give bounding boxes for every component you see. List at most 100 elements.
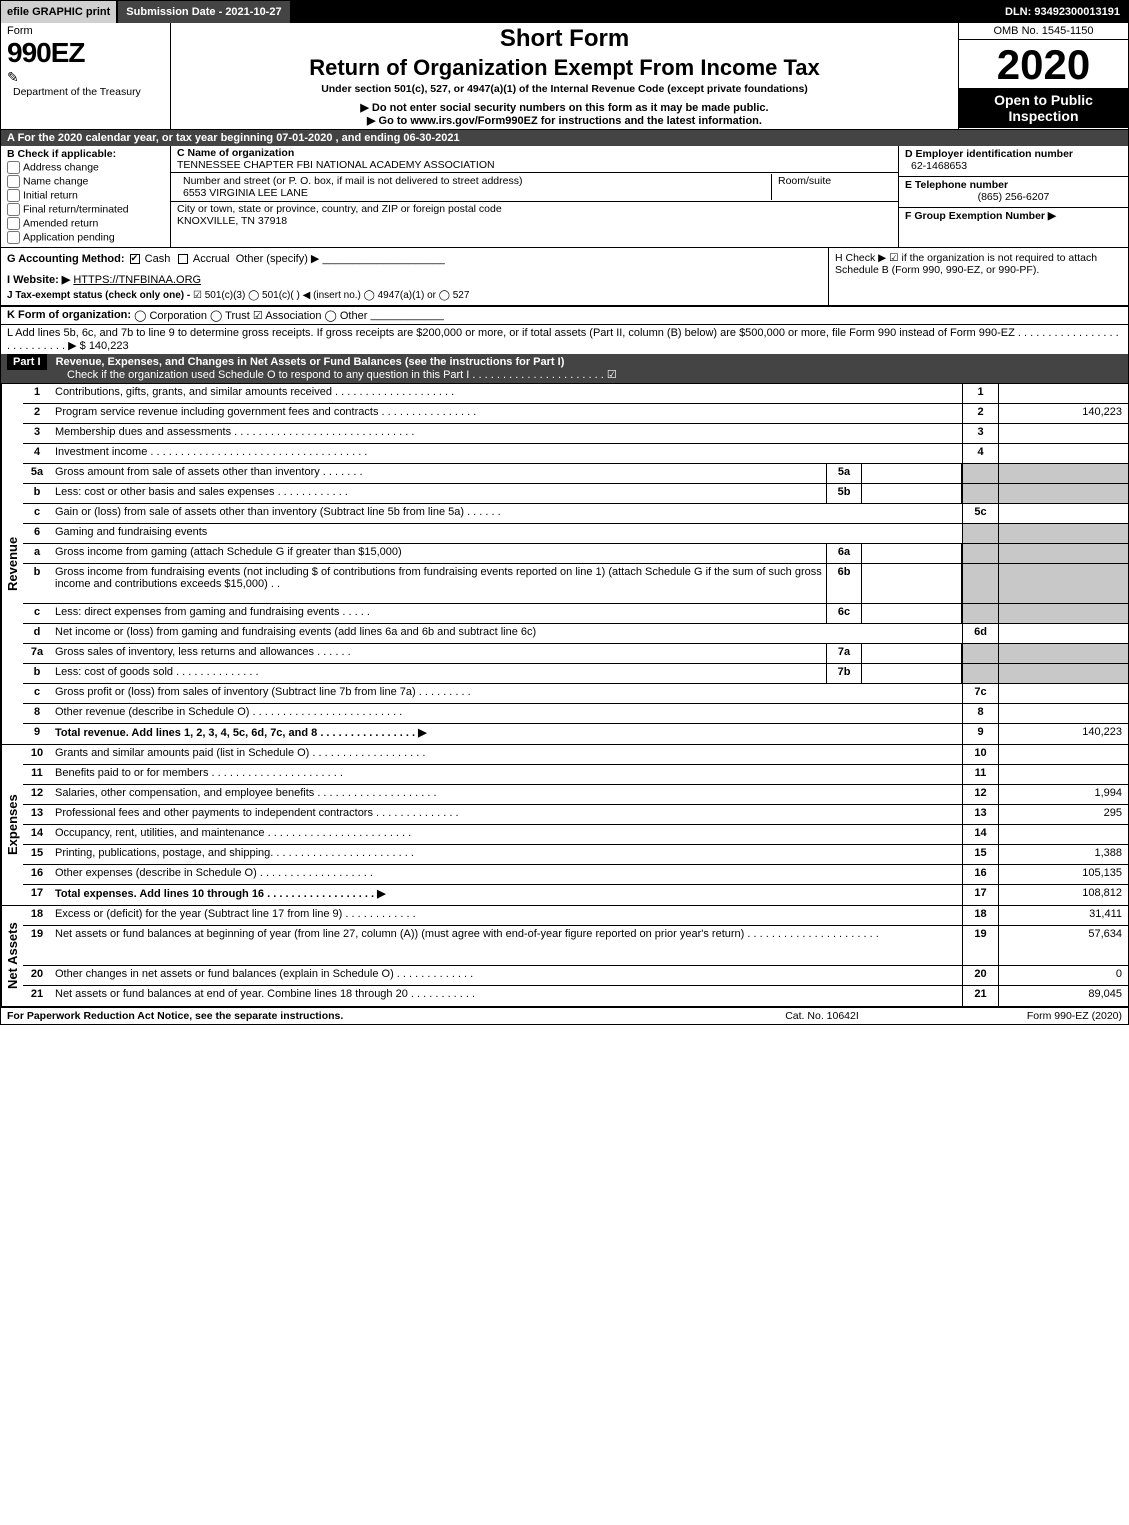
line-number: 16 xyxy=(23,865,51,884)
box-b: B Check if applicable: Address change Na… xyxy=(1,146,171,247)
line-value xyxy=(998,825,1128,844)
right-line-number: 15 xyxy=(962,845,998,864)
table-row: 5aGross amount from sale of assets other… xyxy=(23,464,1128,484)
chk-label: Application pending xyxy=(23,231,115,243)
right-line-number: 20 xyxy=(962,966,998,985)
table-row: cGross profit or (loss) from sales of in… xyxy=(23,684,1128,704)
sub-line-number: 5a xyxy=(826,464,862,483)
table-row: bLess: cost or other basis and sales exp… xyxy=(23,484,1128,504)
line-description: Other changes in net assets or fund bala… xyxy=(51,966,962,985)
line-description: Contributions, gifts, grants, and simila… xyxy=(51,384,962,403)
street-value: 6553 VIRGINIA LEE LANE xyxy=(183,187,308,199)
right-line-number: 5c xyxy=(962,504,998,523)
line-number: 17 xyxy=(23,885,51,905)
line-number: 8 xyxy=(23,704,51,723)
sub-line-number: 7a xyxy=(826,644,862,663)
g-cash: Cash xyxy=(145,253,171,265)
form-word: Form xyxy=(7,25,164,37)
right-line-number: 18 xyxy=(962,906,998,925)
line-description: Less: cost of goods sold . . . . . . . .… xyxy=(51,664,826,683)
part1-check: Check if the organization used Schedule … xyxy=(7,368,1122,381)
part1-header: Part I Revenue, Expenses, and Changes in… xyxy=(1,354,1128,383)
table-row: 20Other changes in net assets or fund ba… xyxy=(23,966,1128,986)
chk-label: Address change xyxy=(23,161,99,173)
line-h: H Check ▶ ☑ if the organization is not r… xyxy=(828,248,1128,305)
line-number: 18 xyxy=(23,906,51,925)
g-label: G Accounting Method: xyxy=(7,253,125,265)
line-value-grey xyxy=(998,564,1128,603)
line-number: a xyxy=(23,544,51,563)
line-value: 295 xyxy=(998,805,1128,824)
table-row: bLess: cost of goods sold . . . . . . . … xyxy=(23,664,1128,684)
chk-accrual[interactable] xyxy=(178,254,188,264)
line-value xyxy=(998,384,1128,403)
chk-initial-return[interactable]: Initial return xyxy=(7,189,164,202)
omb-number: OMB No. 1545-1150 xyxy=(959,23,1128,40)
line-g: G Accounting Method: Cash Accrual Other … xyxy=(1,248,828,305)
table-row: 21Net assets or fund balances at end of … xyxy=(23,986,1128,1006)
k-options: ◯ Corporation ◯ Trust ☑ Association ◯ Ot… xyxy=(134,309,367,322)
right-num-grey xyxy=(962,464,998,483)
line-number: 13 xyxy=(23,805,51,824)
i-label: I Website: ▶ xyxy=(7,274,70,286)
line-value: 1,388 xyxy=(998,845,1128,864)
efile-print-button[interactable]: efile GRAPHIC print xyxy=(1,1,116,23)
box-c-label: C Name of organization xyxy=(177,147,294,159)
g-other: Other (specify) ▶ xyxy=(236,253,320,265)
right-num-grey xyxy=(962,644,998,663)
tax-year: 2020 xyxy=(959,40,1128,88)
street-label: Number and street (or P. O. box, if mail… xyxy=(183,175,522,187)
chk-amended-return[interactable]: Amended return xyxy=(7,217,164,230)
line-number: b xyxy=(23,484,51,503)
line-value xyxy=(998,624,1128,643)
line-value xyxy=(998,765,1128,784)
line-description: Gross profit or (loss) from sales of inv… xyxy=(51,684,962,703)
line-value-grey xyxy=(998,484,1128,503)
line-description: Printing, publications, postage, and shi… xyxy=(51,845,962,864)
right-line-number: 3 xyxy=(962,424,998,443)
line-number: 6 xyxy=(23,524,51,543)
line-number: 14 xyxy=(23,825,51,844)
right-num-grey xyxy=(962,544,998,563)
part1-label: Part I xyxy=(7,354,47,370)
netassets-side-label: Net Assets xyxy=(1,906,23,1006)
dln-label: DLN: 93492300013191 xyxy=(997,6,1128,18)
sub-line-number: 6c xyxy=(826,604,862,623)
goto-link[interactable]: Go to www.irs.gov/Form990EZ for instruct… xyxy=(177,114,952,127)
under-section: Under section 501(c), 527, or 4947(a)(1)… xyxy=(177,83,952,95)
line-value xyxy=(998,424,1128,443)
footer: For Paperwork Reduction Act Notice, see … xyxy=(1,1007,1128,1024)
revenue-side-label: Revenue xyxy=(1,384,23,744)
org-name: TENNESSEE CHAPTER FBI NATIONAL ACADEMY A… xyxy=(177,159,495,171)
form-number: 990EZ xyxy=(7,37,164,69)
table-row: 3Membership dues and assessments . . . .… xyxy=(23,424,1128,444)
table-row: 9Total revenue. Add lines 1, 2, 3, 4, 5c… xyxy=(23,724,1128,744)
line-value: 140,223 xyxy=(998,724,1128,744)
chk-name-change[interactable]: Name change xyxy=(7,175,164,188)
room-suite-label: Room/suite xyxy=(772,174,892,200)
line-k: K Form of organization: ◯ Corporation ◯ … xyxy=(1,306,1128,324)
chk-application-pending[interactable]: Application pending xyxy=(7,231,164,244)
right-num-grey xyxy=(962,484,998,503)
line-description: Other revenue (describe in Schedule O) .… xyxy=(51,704,962,723)
line-number: 19 xyxy=(23,926,51,965)
line-number: 10 xyxy=(23,745,51,764)
website-link[interactable]: HTTPS://TNFBINAA.ORG xyxy=(73,274,201,286)
chk-address-change[interactable]: Address change xyxy=(7,161,164,174)
expenses-table: 10Grants and similar amounts paid (list … xyxy=(23,745,1128,905)
form-container: efile GRAPHIC print Submission Date - 20… xyxy=(0,0,1129,1025)
table-row: 19Net assets or fund balances at beginni… xyxy=(23,926,1128,966)
line-value-grey xyxy=(998,644,1128,663)
right-line-number: 9 xyxy=(962,724,998,744)
line-number: 15 xyxy=(23,845,51,864)
line-value xyxy=(998,444,1128,463)
line-description: Grants and similar amounts paid (list in… xyxy=(51,745,962,764)
right-line-number: 13 xyxy=(962,805,998,824)
chk-cash[interactable] xyxy=(130,254,140,264)
line-value-grey xyxy=(998,664,1128,683)
chk-final-return[interactable]: Final return/terminated xyxy=(7,203,164,216)
right-line-number: 2 xyxy=(962,404,998,423)
table-row: 11Benefits paid to or for members . . . … xyxy=(23,765,1128,785)
line-description: Professional fees and other payments to … xyxy=(51,805,962,824)
chk-label: Name change xyxy=(23,175,88,187)
